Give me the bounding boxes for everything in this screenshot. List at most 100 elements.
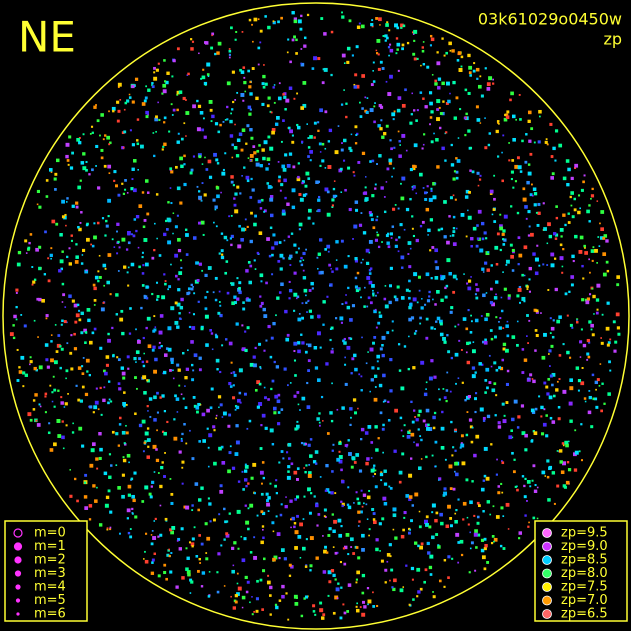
star <box>543 227 547 231</box>
star <box>551 420 556 424</box>
star <box>356 602 359 605</box>
star <box>314 450 319 454</box>
star <box>550 326 555 331</box>
star <box>287 442 292 447</box>
star <box>283 557 287 561</box>
zp-marker <box>542 568 552 579</box>
star <box>176 108 179 112</box>
star <box>277 20 280 24</box>
star <box>157 472 160 474</box>
star <box>550 263 555 268</box>
star <box>82 152 86 156</box>
star <box>244 469 248 473</box>
star <box>104 134 107 137</box>
star <box>353 461 357 464</box>
star <box>341 479 345 484</box>
star <box>289 264 292 266</box>
star <box>599 363 602 365</box>
star <box>574 234 578 239</box>
star <box>312 222 315 225</box>
star <box>271 442 275 446</box>
star <box>234 600 238 604</box>
star <box>307 299 310 302</box>
star <box>455 472 459 477</box>
star <box>463 116 467 120</box>
star <box>84 331 88 334</box>
star <box>500 482 503 485</box>
star <box>68 262 72 266</box>
star <box>126 508 131 513</box>
star <box>331 270 334 273</box>
star <box>566 182 570 187</box>
star <box>372 61 375 64</box>
star <box>405 207 410 212</box>
star <box>405 149 408 152</box>
star <box>272 21 276 25</box>
star <box>264 82 268 86</box>
star <box>13 314 17 319</box>
star <box>373 464 376 467</box>
star <box>170 306 175 311</box>
star <box>249 80 252 84</box>
star <box>359 101 361 104</box>
star <box>372 605 376 608</box>
star <box>22 371 26 375</box>
star <box>53 388 57 392</box>
star <box>125 431 129 435</box>
star <box>375 17 378 20</box>
star <box>412 33 415 35</box>
star <box>58 269 62 273</box>
star <box>207 446 210 449</box>
star <box>330 73 333 77</box>
star <box>291 205 296 210</box>
star <box>327 140 331 143</box>
star <box>332 546 335 548</box>
star <box>348 19 352 23</box>
star <box>569 378 574 383</box>
star <box>502 243 506 246</box>
star <box>592 246 595 249</box>
star <box>82 248 86 252</box>
star <box>50 247 53 250</box>
star <box>135 229 138 233</box>
star <box>127 241 131 245</box>
star <box>386 560 389 563</box>
star <box>368 489 371 492</box>
star <box>238 391 242 395</box>
star <box>453 116 457 120</box>
star <box>577 379 582 383</box>
star <box>22 385 25 388</box>
star <box>616 275 620 279</box>
star <box>244 464 249 469</box>
star <box>311 67 315 70</box>
star <box>533 489 538 493</box>
star <box>446 81 450 86</box>
star <box>445 389 449 392</box>
star <box>346 345 351 350</box>
star <box>209 108 213 112</box>
star <box>197 300 200 303</box>
star <box>282 457 285 460</box>
star <box>265 167 269 171</box>
star <box>109 141 112 145</box>
star <box>178 384 181 387</box>
star <box>476 77 479 80</box>
star <box>142 375 147 380</box>
star <box>459 539 464 544</box>
star <box>269 482 272 485</box>
star <box>372 591 374 594</box>
star <box>28 241 31 245</box>
star <box>33 278 37 281</box>
star <box>71 431 75 434</box>
star <box>445 51 448 55</box>
star <box>392 167 395 170</box>
star <box>617 332 621 336</box>
star <box>319 164 322 167</box>
star <box>315 503 319 508</box>
star <box>357 287 360 290</box>
star <box>246 427 249 430</box>
magnitude-marker <box>13 528 23 538</box>
star <box>519 170 523 173</box>
star <box>198 52 200 55</box>
star <box>86 370 89 373</box>
